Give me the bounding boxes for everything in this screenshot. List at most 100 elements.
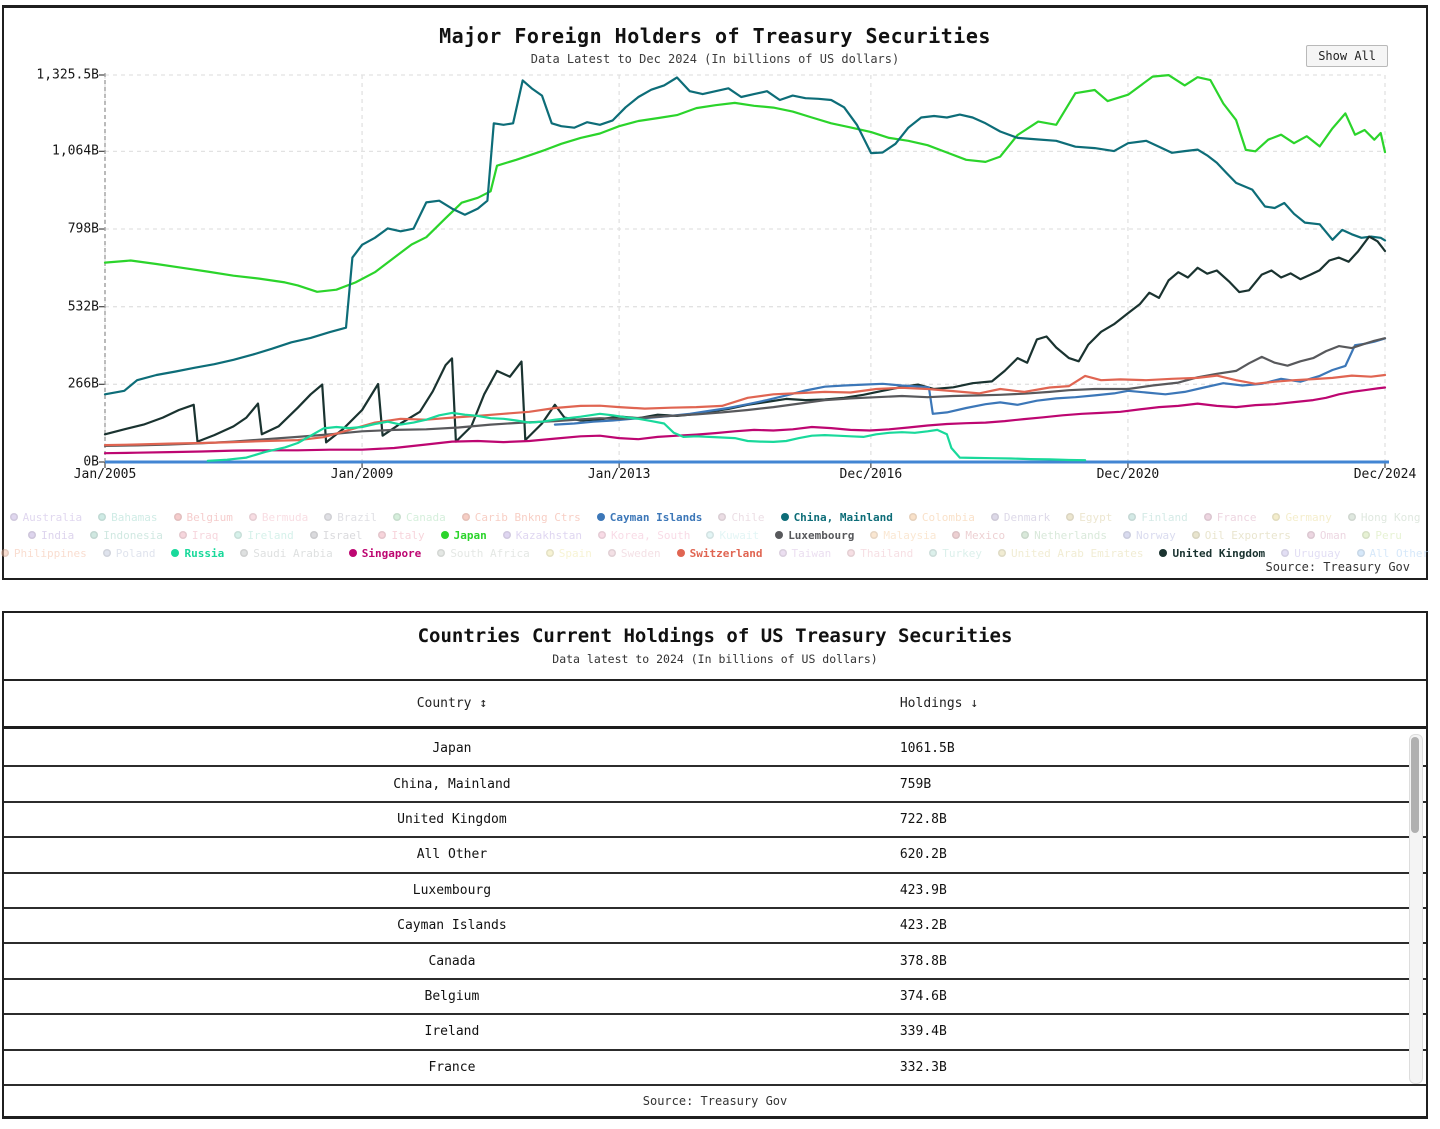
legend-item-bermuda[interactable]: Bermuda: [248, 510, 309, 524]
table-row[interactable]: Belgium 374.6B: [4, 979, 1426, 1016]
legend-dot-icon: [1159, 549, 1168, 557]
legend-label: Mexico: [965, 528, 1006, 542]
holdings-cell: 722.8B: [899, 811, 947, 827]
table-scrollbar[interactable]: [1409, 734, 1423, 1084]
show-all-button[interactable]: Show All: [1306, 45, 1388, 67]
legend-item-mexico[interactable]: Mexico: [952, 529, 1005, 542]
legend-item-kazakhstan[interactable]: Kazakhstan: [502, 529, 582, 542]
y-axis-tick-label: 1,325.5B: [36, 67, 99, 83]
legend-item-singapore[interactable]: Singapore: [348, 547, 421, 560]
legend-item-oman[interactable]: Oman: [1306, 529, 1346, 542]
holdings-cell: 339.4B: [899, 1024, 947, 1040]
legend-item-oil-exporters[interactable]: Oil Exporters: [1191, 529, 1291, 542]
legend-item-philippines[interactable]: Philippines: [0, 547, 87, 560]
legend-item-belgium[interactable]: Belgium: [173, 511, 233, 524]
country-cell: Luxembourg: [412, 882, 492, 898]
legend-item-cayman-islands[interactable]: Cayman Islands: [596, 511, 702, 524]
legend-dot-icon: [502, 531, 511, 539]
legend-label: Chile: [731, 510, 765, 524]
legend-item-brazil[interactable]: Brazil: [324, 511, 377, 524]
chart-source: Source: Treasury Gov: [1265, 560, 1411, 574]
legend-item-denmark[interactable]: Denmark: [990, 511, 1050, 524]
legend-item-uruguay[interactable]: Uruguay: [1281, 547, 1341, 560]
legend-item-luxembourg[interactable]: Luxembourg: [775, 529, 854, 542]
table-row[interactable]: Japan 1061.5B: [4, 732, 1426, 768]
table-row[interactable]: Ireland 339.4B: [4, 1015, 1426, 1051]
holders-line-chart[interactable]: [4, 8, 1424, 478]
legend-item-all-other[interactable]: All Other: [1356, 547, 1429, 560]
holdings-table-card: Countries Current Holdings of US Treasur…: [2, 611, 1428, 1119]
legend-dot-icon: [929, 549, 938, 557]
legend-item-bahamas[interactable]: Bahamas: [98, 511, 158, 524]
legend-item-norway[interactable]: Norway: [1123, 529, 1176, 542]
legend-item-france[interactable]: France: [1203, 511, 1256, 524]
legend-item-japan[interactable]: Japan: [440, 528, 487, 542]
series-line-russia[interactable]: [206, 411, 1087, 462]
series-line-japan[interactable]: [103, 73, 1387, 293]
legend-dot-icon: [1128, 513, 1137, 521]
legend-dot-icon: [1021, 531, 1030, 539]
table-row[interactable]: All Other 620.2B: [4, 838, 1426, 874]
table-source: Source: Treasury Gov: [642, 1094, 788, 1108]
legend-item-malaysia[interactable]: Malaysia: [870, 529, 936, 542]
legend-item-taiwan[interactable]: Taiwan: [778, 547, 831, 560]
table-header-row: Country ↕ Holdings ↓: [4, 681, 1426, 729]
legend-item-hong-kong[interactable]: Hong Kong: [1347, 511, 1420, 524]
table-row[interactable]: Cayman Islands 423.2B: [4, 908, 1426, 945]
scrollbar-thumb[interactable]: [1411, 737, 1419, 833]
legend-item-canada[interactable]: Canada: [393, 511, 446, 524]
legend-item-united-kingdom[interactable]: United Kingdom: [1159, 547, 1265, 560]
legend-item-finland[interactable]: Finland: [1128, 511, 1188, 524]
legend-item-india[interactable]: India: [28, 529, 74, 542]
legend-item-colombia[interactable]: Colombia: [908, 511, 975, 524]
table-row[interactable]: United Kingdom 722.8B: [4, 802, 1426, 839]
table-row[interactable]: France 332.3B: [4, 1050, 1426, 1086]
legend-item-korea-south[interactable]: Korea, South: [597, 529, 690, 542]
legend-item-saudi-arabia[interactable]: Saudi Arabia: [240, 547, 333, 560]
legend-item-ireland[interactable]: Ireland: [234, 529, 294, 542]
legend-item-sweden[interactable]: Sweden: [607, 547, 661, 560]
legend-label: Spain: [558, 546, 592, 560]
legend-item-iraq[interactable]: Iraq: [178, 529, 218, 542]
country-cell: Canada: [428, 953, 476, 969]
legend-item-australia[interactable]: Australia: [9, 511, 82, 524]
series-line-china-mainland[interactable]: [103, 76, 1387, 396]
legend-item-united-arab-emirates[interactable]: United Arab Emirates: [998, 547, 1143, 560]
legend-dot-icon: [393, 513, 401, 521]
series-line-luxembourg[interactable]: [103, 337, 1387, 447]
legend-item-israel[interactable]: Israel: [309, 529, 362, 542]
legend-item-netherlands[interactable]: Netherlands: [1021, 529, 1107, 542]
series-line-singapore[interactable]: [103, 386, 1387, 455]
legend-item-italy[interactable]: Italy: [378, 528, 425, 542]
legend-item-switzerland[interactable]: Switzerland: [676, 547, 763, 560]
y-axis-tick-label: 798B: [67, 221, 99, 237]
column-header-country[interactable]: Country ↕: [4, 696, 900, 711]
legend-label: Peru: [1375, 528, 1402, 542]
legend-item-china-mainland[interactable]: China, Mainland: [780, 510, 893, 524]
legend-item-poland[interactable]: Poland: [102, 547, 155, 560]
series-line-united-kingdom[interactable]: [103, 235, 1387, 444]
table-row[interactable]: China, Mainland 759B: [4, 767, 1426, 803]
legend-item-kuwait[interactable]: Kuwait: [706, 529, 759, 542]
table-row[interactable]: Canada 378.8B: [4, 944, 1426, 980]
legend-item-egypt[interactable]: Egypt: [1066, 511, 1112, 524]
legend-item-thailand[interactable]: Thailand: [847, 547, 913, 560]
legend-item-spain[interactable]: Spain: [545, 546, 592, 560]
series-line-switzerland[interactable]: [103, 373, 1387, 447]
legend-item-peru[interactable]: Peru: [1362, 529, 1402, 542]
legend-label: Japan: [453, 528, 487, 542]
column-header-holdings[interactable]: Holdings ↓: [900, 696, 1426, 711]
series-line-cayman-islands[interactable]: [553, 337, 1387, 426]
legend-item-south-africa[interactable]: South Africa: [437, 547, 530, 560]
table-row[interactable]: Luxembourg 423.9B: [4, 873, 1426, 909]
legend-item-turkey[interactable]: Turkey: [929, 547, 982, 560]
legend-item-russia[interactable]: Russia: [171, 547, 224, 560]
legend-item-indonesia[interactable]: Indonesia: [90, 529, 163, 542]
legend-label: Italy: [391, 528, 425, 542]
legend-item-chile[interactable]: Chile: [718, 510, 765, 524]
legend-item-carib-bnkng-ctrs[interactable]: Carib Bnkng Ctrs: [461, 511, 581, 524]
legend-label: China, Mainland: [793, 510, 893, 524]
legend-dot-icon: [597, 531, 606, 539]
legend-item-germany[interactable]: Germany: [1272, 511, 1332, 524]
legend-label: Bermuda: [261, 510, 309, 524]
